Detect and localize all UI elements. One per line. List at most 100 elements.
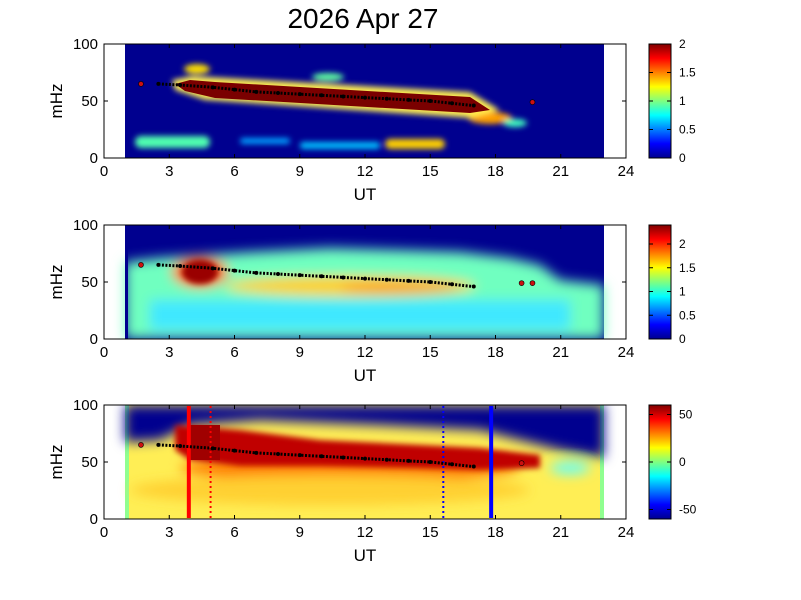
ridge-point bbox=[232, 268, 237, 273]
colorbar-tick-label: 1 bbox=[679, 285, 686, 299]
ridge-point bbox=[276, 452, 280, 457]
panel-1-xlabel: UT bbox=[354, 185, 377, 204]
colorbar-tick-label: 1.5 bbox=[679, 66, 696, 80]
panel-2-hot-spot bbox=[182, 260, 218, 284]
figure-title: 2026 Apr 27 bbox=[287, 3, 438, 34]
ridge-point bbox=[178, 264, 183, 269]
y-tick-label: 100 bbox=[73, 397, 98, 414]
ridge-point bbox=[384, 96, 389, 101]
panel-3-light-patch bbox=[550, 462, 590, 474]
ridge-point bbox=[156, 81, 161, 86]
y-tick-label: 100 bbox=[73, 36, 98, 53]
colorbar-tick-label: 0 bbox=[679, 332, 686, 346]
ridge-point bbox=[297, 92, 302, 97]
x-tick-label: 15 bbox=[422, 524, 439, 541]
ridge-point bbox=[428, 99, 433, 103]
colorbar-tick-label: 50 bbox=[679, 408, 693, 422]
panel-1-blob-low-3 bbox=[300, 142, 380, 149]
ridge-point bbox=[450, 462, 454, 467]
panel-2: 0 3 6 9 12 15 18 21 24 0 50 100 UT mHz 0 0.5 1 1.5 2 bbox=[47, 217, 696, 385]
ridge-point bbox=[297, 453, 302, 458]
x-tick-label: 18 bbox=[487, 344, 504, 361]
panel-1-main-band bbox=[175, 80, 490, 113]
x-tick-label: 21 bbox=[552, 524, 569, 541]
ridge-point bbox=[341, 455, 346, 460]
panel-1-overlay bbox=[138, 81, 536, 108]
ridge-point bbox=[276, 91, 280, 96]
x-tick-label: 3 bbox=[165, 524, 173, 541]
panel-1-colorbar-ticks: 0 0.5 1 1.5 2 bbox=[649, 37, 696, 165]
colorbar-tick-label: 2 bbox=[679, 237, 686, 251]
panel-2-colorbar-ticks: 0 0.5 1 1.5 2 bbox=[649, 237, 696, 346]
ridge-point bbox=[341, 275, 346, 280]
panel-3-right-stripe bbox=[600, 405, 604, 519]
panel-1-blob-low-4 bbox=[240, 138, 290, 144]
panel-1-blob-low-2 bbox=[385, 139, 445, 149]
ridge-point bbox=[319, 93, 324, 98]
ridge-point bbox=[210, 266, 215, 271]
x-tick-label: 3 bbox=[165, 163, 173, 180]
ridge-point bbox=[384, 457, 389, 462]
ridge-point bbox=[450, 282, 454, 287]
x-tick-label: 24 bbox=[618, 524, 635, 541]
isolated-point bbox=[529, 99, 536, 105]
x-tick-label: 12 bbox=[357, 344, 374, 361]
panel-3-heatmap bbox=[125, 405, 604, 519]
panel-1-blob-low-1 bbox=[135, 136, 210, 148]
panel-2-ylabel: mHz bbox=[47, 265, 66, 300]
ridge-point bbox=[232, 448, 237, 453]
ridge-point bbox=[406, 97, 411, 102]
ridge-point bbox=[319, 274, 324, 279]
ridge-point bbox=[428, 460, 433, 464]
ridge-point bbox=[406, 278, 411, 283]
ridge-point bbox=[232, 87, 237, 92]
x-tick-label: 6 bbox=[230, 524, 238, 541]
x-tick-label: 18 bbox=[487, 524, 504, 541]
ridge-point bbox=[254, 450, 259, 455]
x-tick-label: 12 bbox=[357, 163, 374, 180]
colorbar-tick-label: 0.5 bbox=[679, 123, 696, 137]
isolated-point bbox=[138, 442, 144, 448]
ridge-point bbox=[156, 262, 161, 267]
panel-2-overlay bbox=[138, 262, 536, 289]
panel-1-heatmap bbox=[125, 44, 604, 158]
panel-2-left-edge bbox=[125, 225, 128, 339]
panel-3-colorbar-ticks: -50 0 50 bbox=[649, 408, 697, 517]
panel-2-warm-core bbox=[340, 282, 460, 294]
y-tick-label: 50 bbox=[81, 454, 98, 471]
isolated-point bbox=[529, 280, 536, 286]
ridge-point bbox=[156, 442, 161, 447]
panel-3-red-block bbox=[190, 425, 220, 460]
ridge-point bbox=[210, 85, 215, 90]
panel-3-xlabel: UT bbox=[354, 546, 377, 565]
panel-1-blob-side-2 bbox=[503, 119, 527, 127]
colorbar-tick-label: 1.5 bbox=[679, 261, 696, 275]
panel-1-blob-upper-2 bbox=[312, 73, 344, 81]
ridge-point bbox=[363, 276, 367, 281]
y-tick-label: 0 bbox=[90, 511, 98, 528]
isolated-point bbox=[518, 280, 525, 286]
ridge-point bbox=[254, 89, 259, 94]
y-tick-label: 50 bbox=[81, 274, 98, 291]
panel-2-lower-band bbox=[150, 300, 570, 330]
x-tick-label: 12 bbox=[357, 524, 374, 541]
x-tick-label: 0 bbox=[100, 524, 108, 541]
ridge-point bbox=[276, 272, 280, 277]
colorbar-tick-label: -50 bbox=[679, 503, 697, 517]
ridge-point bbox=[319, 454, 324, 459]
x-tick-label: 21 bbox=[552, 163, 569, 180]
ridge-point bbox=[428, 280, 433, 284]
x-tick-label: 9 bbox=[296, 524, 304, 541]
isolated-point bbox=[518, 460, 525, 466]
x-tick-label: 24 bbox=[618, 344, 635, 361]
y-tick-label: 50 bbox=[81, 93, 98, 110]
y-tick-label: 0 bbox=[90, 331, 98, 348]
colorbar-tick-label: 0.5 bbox=[679, 308, 696, 322]
ridge-point bbox=[363, 95, 367, 100]
ridge-point bbox=[471, 103, 476, 108]
panel-3-lower-band bbox=[130, 475, 530, 505]
x-tick-label: 24 bbox=[618, 163, 635, 180]
panel-1-axes: 0 3 6 9 12 15 18 21 24 0 50 100 bbox=[73, 36, 634, 180]
x-tick-label: 6 bbox=[230, 163, 238, 180]
